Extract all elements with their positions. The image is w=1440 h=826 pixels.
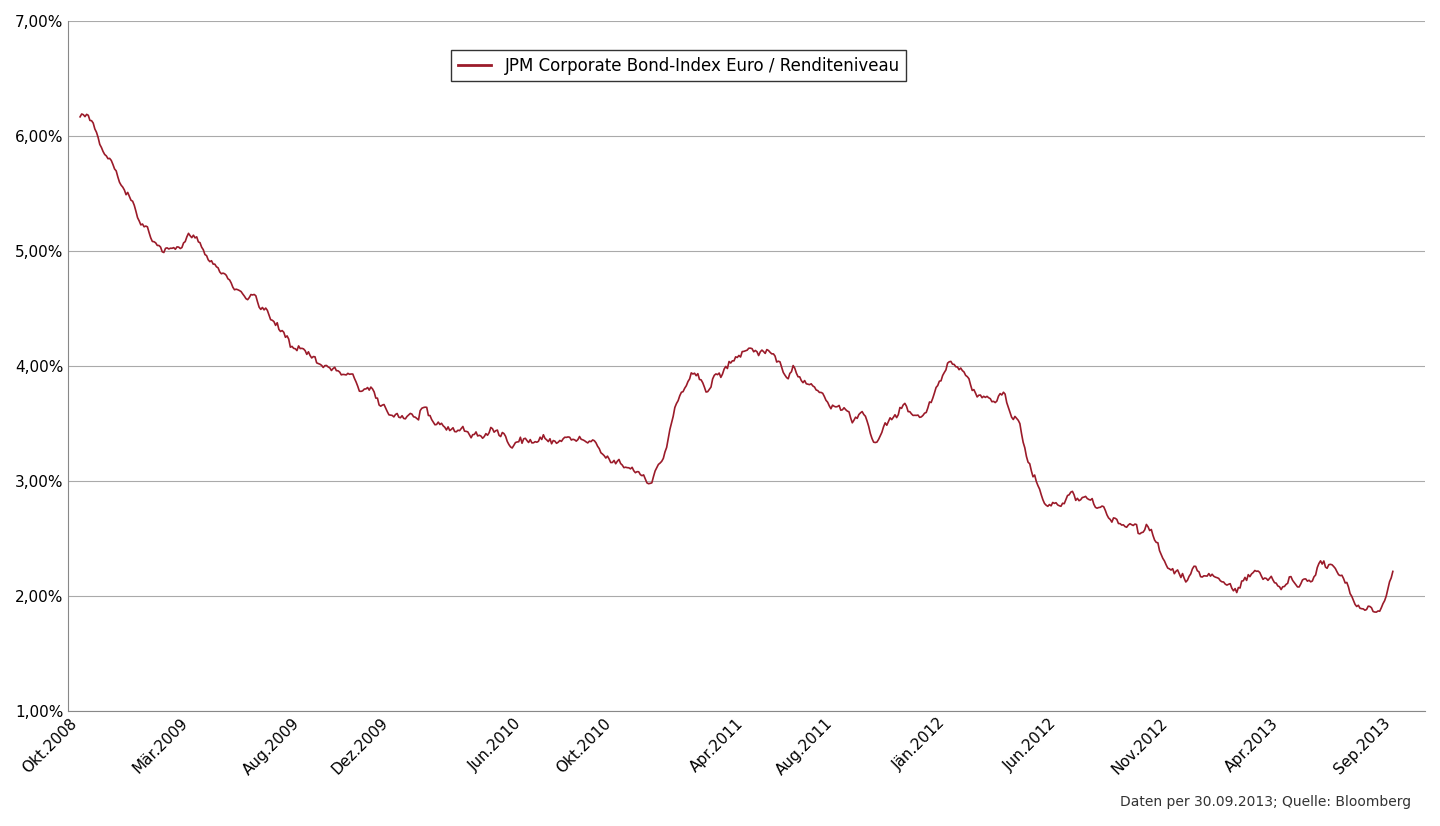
Text: Daten per 30.09.2013; Quelle: Bloomberg: Daten per 30.09.2013; Quelle: Bloomberg — [1120, 795, 1411, 809]
Legend: JPM Corporate Bond-Index Euro / Renditeniveau: JPM Corporate Bond-Index Euro / Renditen… — [451, 50, 906, 81]
